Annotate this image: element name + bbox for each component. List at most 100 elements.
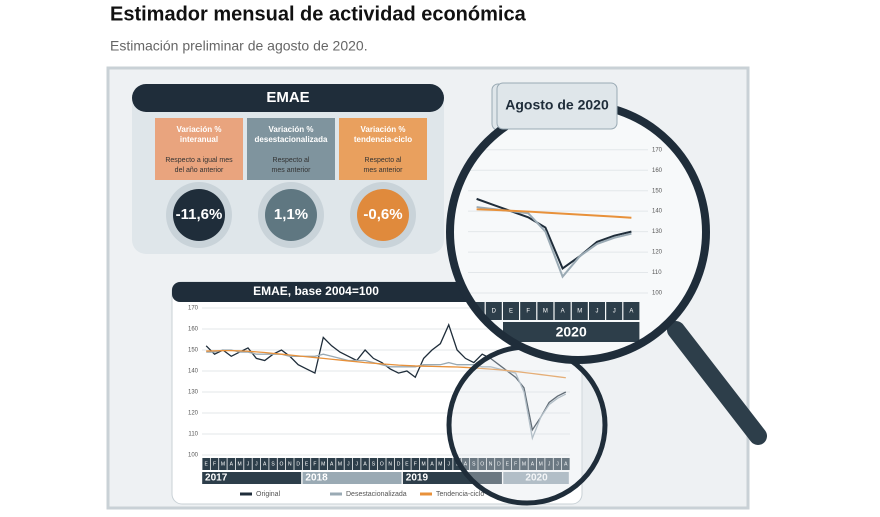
x-tick-label: N (489, 461, 493, 467)
x-tick-label: A (230, 461, 234, 467)
value-circle (265, 189, 317, 241)
month-cell (520, 458, 528, 470)
zoom-y-tick-label: 100 (652, 291, 663, 297)
x-tick-label: D (296, 461, 300, 467)
zoom-month-label: J (596, 309, 599, 315)
month-cell (386, 458, 394, 470)
series-line (206, 349, 566, 379)
title: Estimador mensual de actividad económica (110, 3, 527, 25)
year-label: 2018 (305, 473, 328, 484)
month-cell (394, 458, 403, 470)
y-tick-label: 100 (188, 453, 199, 459)
month-cell (286, 458, 294, 470)
x-tick-label: N (288, 461, 292, 467)
card-value: -0,6% (363, 206, 402, 223)
zoom-month-cell (485, 302, 502, 320)
x-tick-label: O (380, 461, 384, 467)
zoom-month-label: J (613, 309, 616, 315)
zoom-month-cell (623, 302, 640, 320)
zoom-month-cell (503, 302, 519, 320)
card-value: -11,6% (176, 206, 223, 223)
month-cell (361, 458, 369, 470)
summary-header (132, 84, 444, 112)
x-tick-label: E (506, 461, 510, 467)
month-cell (269, 458, 277, 470)
month-cell (486, 458, 495, 470)
x-tick-label: J (255, 461, 258, 467)
month-cell (545, 458, 553, 470)
x-tick-label: M (321, 461, 325, 467)
year-label: 2019 (406, 473, 429, 484)
x-tick-label: A (464, 461, 468, 467)
y-tick-label: 140 (188, 369, 199, 375)
zoom-month-label: M (577, 309, 582, 315)
month-cell (210, 458, 219, 470)
month-cell (419, 458, 428, 470)
lens-handle (667, 321, 767, 445)
legend-label: Tendencia-ciclo (436, 491, 484, 498)
zoom-month-label: D (492, 309, 497, 315)
legend-label: Desestacionalizada (346, 491, 407, 498)
zoom-month-cell (554, 302, 571, 320)
zoom-y-tick-label: 150 (652, 188, 663, 194)
zoom-y-tick-label: 140 (652, 209, 663, 215)
x-tick-label: M (539, 461, 543, 467)
card-heading: Variación % interanual (177, 125, 222, 144)
zoom-month-label: F (526, 309, 530, 315)
x-tick-label: J (355, 461, 358, 467)
month-cell (461, 458, 470, 470)
series-line (476, 208, 632, 219)
y-tick-label: 120 (188, 411, 199, 417)
badge-text: Agosto de 2020 (505, 97, 609, 113)
x-tick-label: J (347, 461, 350, 467)
x-tick-label: M (221, 461, 225, 467)
month-cell (327, 458, 336, 470)
x-tick-label: A (363, 461, 367, 467)
value-circle (357, 189, 409, 241)
card-value: 1,1% (274, 206, 308, 223)
zoom-y-tick-label: 110 (652, 270, 662, 276)
month-cell (428, 458, 436, 470)
legend-label: Original (256, 491, 281, 498)
zoom-month-label: M (543, 309, 548, 315)
lens-tint (449, 347, 605, 503)
x-tick-label: S (472, 461, 476, 467)
year-cell (302, 472, 402, 484)
month-cell (352, 458, 361, 470)
year-label: 2020 (525, 473, 548, 484)
value-circle (173, 189, 225, 241)
x-tick-label: E (205, 461, 209, 467)
zoom-month-label: A (561, 309, 565, 315)
x-tick-label: J (556, 461, 559, 467)
month-cell (219, 458, 227, 470)
year-label: 2017 (205, 473, 228, 484)
zoom-y-tick-label: 160 (652, 168, 663, 174)
month-cell (260, 458, 269, 470)
card-note: Respecto al mes anterior (364, 157, 404, 174)
month-cell (503, 458, 512, 470)
y-tick-label: 160 (188, 327, 199, 333)
card-note: Respecto al mes anterior (272, 157, 312, 174)
month-cell (302, 458, 311, 470)
card-heading: Variación % desestacionalizada (255, 125, 328, 144)
summary-title: EMAE (266, 89, 309, 106)
x-tick-label: A (263, 461, 267, 467)
card-head (155, 118, 243, 180)
x-tick-label: N (388, 461, 392, 467)
x-tick-label: A (330, 461, 334, 467)
month-cell (436, 458, 445, 470)
month-cell (553, 458, 562, 470)
x-tick-label: J (247, 461, 250, 467)
zoom-year-label: 2020 (556, 324, 587, 340)
month-cell (528, 458, 537, 470)
card-note: Respecto a igual mes del año anterior (165, 157, 233, 174)
month-cell (202, 458, 210, 470)
zoom-y-tick-label: 170 (652, 147, 663, 153)
zoom-y-tick-label: 130 (652, 229, 663, 235)
month-cell (444, 458, 453, 470)
x-tick-label: D (397, 461, 401, 467)
month-cell (403, 458, 411, 470)
x-tick-label: A (430, 461, 434, 467)
month-cell (311, 458, 319, 470)
